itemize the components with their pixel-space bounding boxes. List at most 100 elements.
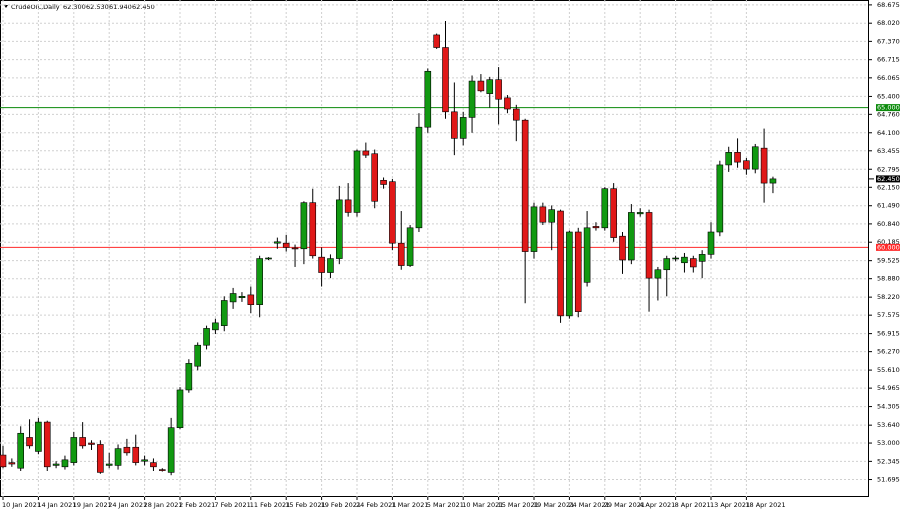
y-tick-label: 66.715 — [877, 56, 900, 64]
y-tick-label: 55.610 — [877, 366, 900, 374]
candle-body — [274, 241, 281, 244]
candle-body — [433, 34, 440, 48]
candle-body — [725, 152, 733, 166]
y-tick-label: 60.840 — [877, 220, 900, 228]
candle-body — [459, 117, 467, 139]
candle-body — [769, 178, 777, 184]
y-tick-label: 53.640 — [877, 421, 900, 429]
candle-body — [539, 206, 547, 223]
candle-body — [238, 295, 246, 298]
title-icon — [4, 5, 8, 8]
x-tick-label: 28 Jan 2021 — [144, 501, 183, 509]
candle-body — [353, 150, 361, 213]
y-tick-label: 61.490 — [877, 202, 900, 210]
candle-body — [159, 469, 166, 471]
x-tick-label: 24 Mar 2021 — [568, 501, 609, 509]
candle-body — [406, 227, 414, 266]
candle-body — [689, 258, 697, 268]
candle-body — [318, 256, 325, 273]
candle-body — [734, 152, 741, 163]
candle-body — [654, 269, 662, 279]
candle-body — [495, 79, 502, 100]
candle-body — [70, 437, 78, 463]
candle-body — [371, 153, 379, 202]
x-tick-label: 19 Feb 2021 — [321, 501, 361, 509]
candle-body — [105, 463, 113, 466]
plot-frame — [0, 0, 869, 497]
candle-body — [681, 256, 688, 264]
candle-body — [601, 188, 609, 229]
y-tick-label: 56.915 — [877, 330, 900, 338]
candle-body — [672, 257, 679, 260]
x-tick-label: 15 Feb 2021 — [285, 501, 325, 509]
candle-body — [114, 448, 122, 466]
candle-body — [468, 80, 476, 118]
y-tick-label: 52.345 — [877, 457, 900, 465]
candle-body — [0, 454, 7, 468]
candle-body — [504, 97, 511, 110]
candle-body — [743, 160, 750, 170]
candle-body — [52, 463, 60, 466]
level-tag — [876, 243, 900, 251]
candle-body — [566, 231, 573, 317]
candle-body — [17, 432, 25, 469]
candle-body — [247, 294, 255, 305]
candle-body — [574, 231, 582, 312]
y-tick-label: 66.065 — [877, 74, 900, 82]
x-tick-label: 14 Jan 2021 — [37, 501, 76, 509]
candle-body — [256, 258, 263, 305]
candle-body — [424, 70, 432, 128]
x-tick-label: 10 Mar 2021 — [462, 501, 503, 509]
candle-body — [8, 462, 16, 465]
candle-body — [123, 446, 131, 454]
candle-body — [397, 242, 405, 266]
candle-body — [300, 202, 308, 250]
y-tick-label: 68.020 — [877, 19, 900, 27]
x-tick-label: 24 Jan 2021 — [108, 501, 147, 509]
level-label: 60.000 — [877, 243, 900, 251]
candle-body — [628, 212, 635, 261]
candle-body — [512, 108, 520, 121]
y-tick-label: 65.400 — [877, 92, 900, 100]
candle-body — [265, 257, 272, 260]
candle-body — [362, 150, 370, 156]
candle-body — [335, 199, 343, 259]
candle-body — [451, 111, 458, 139]
candle-body — [645, 212, 653, 279]
y-tick-label: 54.305 — [877, 403, 900, 411]
candle-body — [176, 389, 184, 428]
candle-body — [141, 459, 148, 462]
candle-body — [707, 231, 715, 255]
candle-body — [229, 293, 237, 303]
candle-body — [97, 444, 104, 473]
candle-body — [327, 258, 334, 273]
level-tag — [876, 104, 900, 112]
x-tick-label: 10 Jan 2021 — [2, 501, 41, 509]
header-value: 62.300 — [63, 3, 86, 11]
y-tick-label: 60.185 — [877, 238, 900, 246]
y-tick-label: 67.370 — [877, 37, 900, 45]
candle-body — [79, 437, 86, 447]
candle-body — [610, 188, 617, 238]
y-tick-label: 51.695 — [877, 476, 900, 484]
candle-body — [194, 344, 201, 367]
candle-body — [344, 199, 352, 213]
y-tick-label: 54.965 — [877, 384, 900, 392]
candle-body — [530, 206, 538, 252]
last-price-label: 62.450 — [877, 175, 900, 183]
y-tick-label: 64.760 — [877, 110, 900, 118]
x-tick-label: 29 Mar 2021 — [604, 501, 645, 509]
candle-body — [636, 212, 644, 215]
candle-body — [203, 328, 210, 346]
y-tick-label: 64.100 — [877, 129, 900, 137]
candle-body — [477, 80, 485, 92]
x-tick-label: 15 Mar 2021 — [498, 501, 539, 509]
candle-body — [751, 146, 759, 170]
candle-body — [716, 164, 724, 233]
x-tick-label: 11 Feb 2021 — [250, 501, 290, 509]
candle-body — [43, 421, 51, 468]
candle-body — [380, 179, 387, 185]
y-tick-label: 62.150 — [877, 183, 900, 191]
candle-body — [291, 247, 299, 250]
y-tick-label: 58.220 — [877, 293, 900, 301]
